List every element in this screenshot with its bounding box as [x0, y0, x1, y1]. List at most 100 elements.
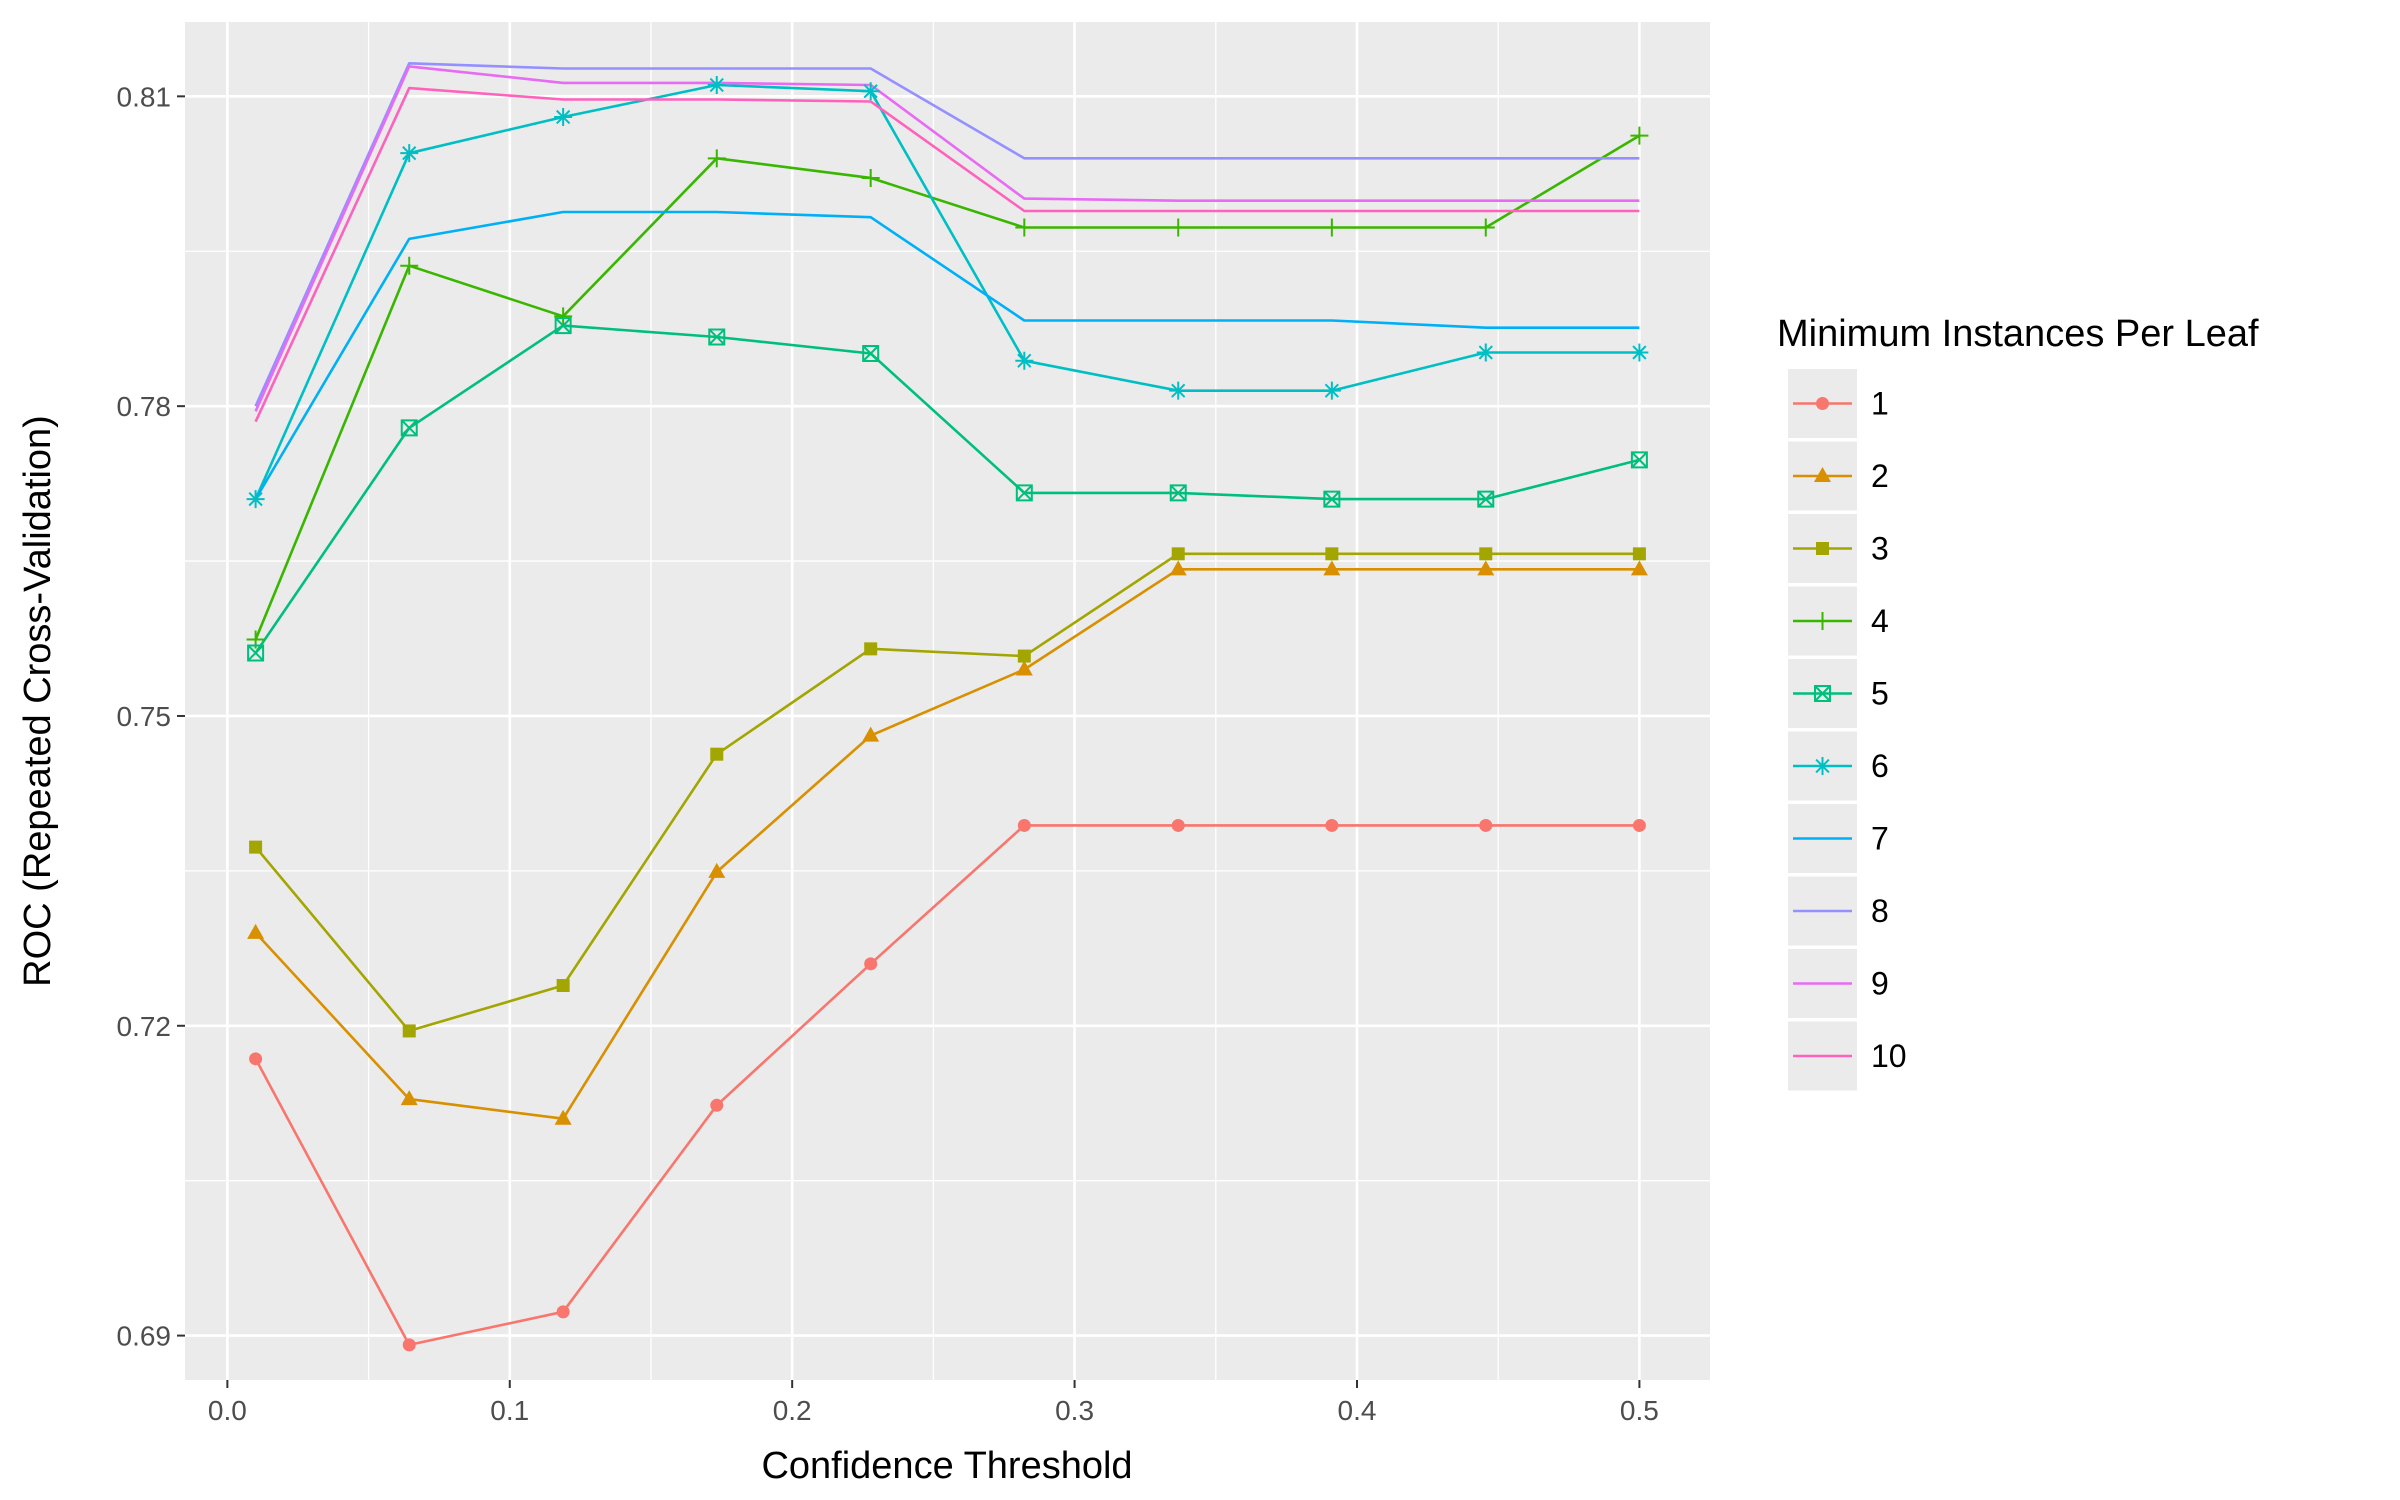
series-line-10 — [254, 86, 1640, 423]
x-axis: 0.0 0.1 0.2 0.3 0.4 0.5 — [208, 1380, 1659, 1426]
series-markers — [246, 75, 1649, 1352]
legend-label: 2 — [1871, 458, 1889, 494]
data-point-3 — [710, 747, 724, 761]
y-tick-label: 0.72 — [117, 1011, 172, 1042]
legend-label: 9 — [1871, 966, 1889, 1002]
series-line-2 — [254, 567, 1640, 1120]
data-point-3 — [249, 840, 263, 854]
data-point-1 — [864, 957, 878, 971]
legend-item-6: 6 — [1788, 731, 1889, 801]
legend-item-10: 10 — [1788, 1021, 1907, 1091]
data-point-1 — [402, 1338, 416, 1352]
legend-label: 8 — [1871, 893, 1889, 929]
data-point-1 — [1171, 818, 1185, 832]
series-line-8 — [254, 61, 1640, 407]
grid-major — [185, 22, 1710, 1380]
data-point-5 — [1169, 484, 1187, 502]
series-line-6 — [254, 83, 1640, 500]
data-point-2 — [1323, 560, 1341, 576]
data-point-2 — [247, 923, 265, 939]
series-line-4 — [254, 134, 1641, 641]
data-point-6 — [246, 490, 265, 509]
data-point-6 — [1015, 351, 1034, 370]
legend-key-marker — [1813, 612, 1832, 630]
data-point-2 — [1630, 560, 1648, 576]
x-tick-label: 0.2 — [773, 1395, 812, 1426]
data-point-1 — [249, 1052, 263, 1066]
data-point-2 — [1015, 660, 1033, 676]
data-point-4 — [554, 307, 573, 326]
data-point-3 — [1479, 547, 1493, 561]
legend-item-3: 3 — [1788, 514, 1889, 583]
legend-items: 1 2 3 4 5 6 7 8 9 10 — [1788, 369, 1907, 1091]
series-lines — [254, 61, 1641, 1347]
legend-label: 4 — [1871, 603, 1889, 639]
series-line-3 — [254, 552, 1640, 1033]
data-point-2 — [708, 862, 726, 878]
series-line-7 — [254, 210, 1640, 500]
data-point-5 — [400, 419, 418, 437]
data-point-5 — [1477, 490, 1495, 508]
data-point-3 — [556, 979, 570, 993]
data-point-1 — [1632, 818, 1646, 832]
grid-minor — [185, 22, 1710, 1380]
data-point-4 — [1322, 218, 1341, 237]
data-point-1 — [710, 1098, 724, 1112]
data-point-3 — [1325, 547, 1339, 561]
y-axis: 0.69 0.72 0.75 0.78 0.81 — [117, 81, 185, 1352]
legend-label: 7 — [1871, 821, 1889, 857]
data-point-4 — [1476, 218, 1495, 237]
y-tick-label: 0.69 — [117, 1321, 172, 1352]
legend-item-2: 2 — [1788, 441, 1889, 511]
legend-key-marker — [1813, 757, 1832, 775]
series-line-9 — [254, 65, 1640, 412]
legend-key-marker — [1816, 542, 1829, 555]
data-point-6 — [1476, 343, 1495, 362]
data-point-4 — [1169, 218, 1188, 237]
data-point-4 — [1630, 126, 1649, 145]
legend-title: Minimum Instances Per Leaf — [1777, 313, 2259, 355]
data-point-6 — [400, 144, 419, 163]
data-point-1 — [1479, 818, 1493, 832]
legend-item-9: 9 — [1788, 949, 1889, 1018]
legend-label: 1 — [1871, 386, 1889, 422]
data-point-6 — [1322, 381, 1341, 400]
data-point-5 — [1015, 484, 1033, 502]
x-tick-label: 0.0 — [208, 1395, 247, 1426]
series-line-1 — [254, 824, 1640, 1347]
data-point-5 — [708, 328, 726, 346]
data-point-4 — [400, 256, 419, 275]
data-point-1 — [1325, 818, 1339, 832]
data-point-5 — [1630, 451, 1648, 469]
data-point-2 — [554, 1109, 572, 1125]
data-point-6 — [1169, 381, 1188, 400]
data-point-3 — [864, 642, 878, 656]
legend-label: 6 — [1871, 748, 1889, 784]
x-tick-label: 0.4 — [1338, 1395, 1377, 1426]
legend-item-7: 7 — [1788, 804, 1889, 873]
data-point-4 — [861, 168, 880, 187]
data-point-6 — [1630, 343, 1649, 362]
data-point-6 — [554, 108, 573, 127]
legend-label: 5 — [1871, 676, 1889, 712]
data-point-3 — [402, 1024, 416, 1038]
data-point-2 — [1477, 560, 1495, 576]
legend-key-marker — [1814, 685, 1831, 702]
legend-item-8: 8 — [1788, 876, 1889, 946]
data-point-5 — [554, 317, 572, 335]
data-point-2 — [400, 1090, 418, 1106]
y-tick-label: 0.75 — [117, 701, 172, 732]
legend-label: 3 — [1871, 531, 1889, 567]
legend-item-4: 4 — [1788, 586, 1889, 656]
legend-item-1: 1 — [1788, 369, 1889, 438]
panel-background — [185, 22, 1710, 1380]
data-point-5 — [247, 644, 265, 662]
y-tick-label: 0.81 — [117, 81, 172, 112]
legend-label: 10 — [1871, 1038, 1907, 1074]
data-point-6 — [707, 75, 726, 94]
x-tick-label: 0.5 — [1620, 1395, 1659, 1426]
y-axis-title: ROC (Repeated Cross-Validation) — [17, 415, 59, 987]
data-point-5 — [1323, 490, 1341, 508]
legend-key-marker — [1816, 397, 1829, 410]
legend-item-5: 5 — [1788, 659, 1889, 728]
